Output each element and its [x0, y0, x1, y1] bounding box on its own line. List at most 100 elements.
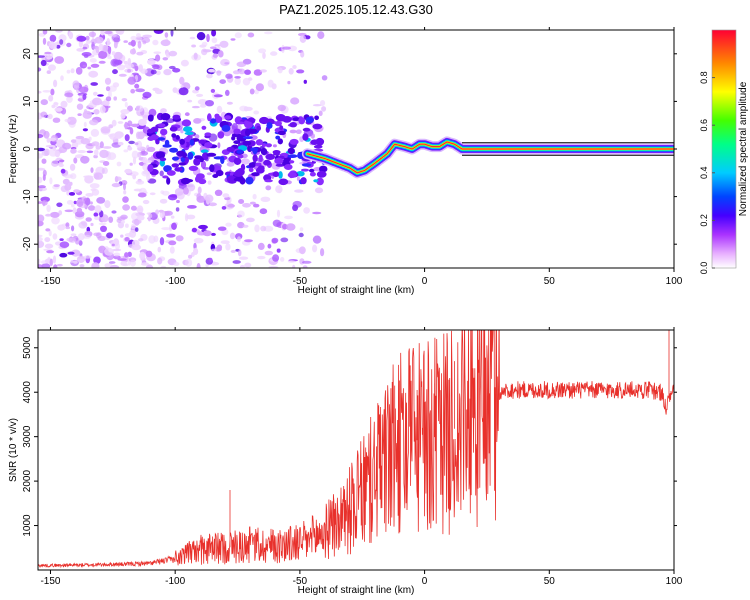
heatmap-cell [48, 95, 54, 102]
heatmap-cell [94, 216, 100, 221]
heatmap-cell [112, 69, 118, 75]
heatmap-cell [46, 204, 51, 213]
heatmap-cell [129, 259, 136, 267]
heatmap-cell [217, 142, 221, 149]
heatmap-cell [173, 262, 180, 266]
heatmap-cell [90, 222, 94, 227]
heatmap-cell [112, 248, 122, 252]
heatmap-cell [124, 168, 133, 174]
heatmap-cell [103, 105, 111, 109]
heatmap-cell [73, 260, 78, 264]
heatmap-cell [82, 128, 88, 132]
heatmap-cell [234, 32, 242, 39]
heatmap-cell [210, 88, 216, 93]
heatmap-cell [64, 92, 74, 98]
heatmap-cell [124, 237, 130, 242]
heatmap-cell [247, 32, 255, 38]
heatmap-cell [43, 130, 50, 139]
heatmap-cell [316, 170, 327, 178]
heatmap-cell [71, 142, 79, 149]
heatmap-cell [42, 169, 47, 177]
heatmap-cell [242, 203, 251, 208]
heatmap-cell [66, 237, 72, 242]
heatmap-cell [128, 140, 135, 145]
heatmap-cell [207, 113, 212, 122]
heatmap-cell [226, 175, 236, 183]
heatmap-cell [210, 118, 217, 124]
heatmap-cell [137, 40, 142, 49]
heatmap-cell [59, 241, 70, 248]
heatmap-cell [104, 247, 114, 256]
heatmap-cell [237, 210, 245, 218]
snr-y-tick-label: 4000 [22, 381, 33, 404]
heatmap-cell [118, 73, 127, 77]
heatmap-cell [111, 34, 117, 37]
heatmap-cell [76, 207, 83, 213]
heatmap-x-ticks: -150 -100 -50 0 50 100 [40, 27, 683, 287]
heatmap-cell [218, 50, 224, 58]
heatmap-cell [276, 209, 281, 218]
heatmap-cell [66, 95, 73, 103]
heatmap-cell [40, 99, 48, 106]
heatmap-cell [150, 69, 157, 75]
heatmap-cell [281, 46, 292, 50]
heatmap-cell [259, 69, 267, 73]
heatmap-cell [160, 265, 167, 268]
heatmap-cell [90, 63, 100, 68]
heatmap-cell [313, 144, 323, 149]
heatmap-cell [71, 148, 77, 154]
heatmap-cell [296, 69, 305, 74]
heatmap-cell [162, 175, 169, 179]
heatmap-cell [196, 263, 201, 268]
heatmap-cell [38, 167, 46, 171]
heatmap-cell [157, 246, 162, 253]
heatmap-cell [278, 171, 283, 179]
heatmap-cell [279, 125, 284, 131]
heatmap-cell [207, 180, 212, 185]
heatmap-cell [49, 211, 60, 218]
heatmap-cell [131, 150, 139, 159]
heatmap-y-tick-label: 10 [22, 95, 33, 107]
heatmap-cell [153, 30, 164, 34]
heatmap-cell [210, 248, 217, 252]
heatmap-cell [123, 149, 129, 153]
heatmap-cell [274, 157, 284, 165]
heatmap-cell [130, 88, 136, 94]
heatmap-cell [245, 128, 251, 137]
heatmap-cell [292, 264, 296, 268]
heatmap-cell [98, 50, 108, 59]
heatmap-cell [232, 260, 241, 264]
heatmap-cell [194, 134, 200, 139]
heatmap-cell [321, 75, 328, 81]
heatmap-cell [309, 171, 316, 177]
heatmap-cell [255, 83, 264, 92]
heatmap-cell [148, 235, 156, 244]
heatmap-cell [312, 244, 318, 253]
heatmap-cell [128, 41, 133, 46]
heatmap-cell [41, 158, 47, 164]
snr-y-tick-label: 5000 [22, 336, 33, 359]
heatmap-cell [88, 70, 99, 78]
heatmap-cell [296, 176, 300, 181]
heatmap-cell [237, 249, 242, 257]
heatmap-cell [209, 164, 215, 173]
heatmap-cell [117, 258, 127, 261]
heatmap-cell [239, 105, 248, 112]
heatmap-cell [194, 86, 200, 91]
heatmap-x-label: Height of straight line (km) [298, 285, 415, 296]
heatmap-cell [131, 72, 139, 76]
heatmap-cell [290, 97, 300, 105]
heatmap-cell [85, 217, 92, 222]
colorbar-tick-label: 0.4 [699, 167, 709, 180]
heatmap-cell [187, 152, 194, 160]
heatmap-y-tick-label: -20 [22, 237, 33, 252]
heatmap-cell [274, 120, 282, 127]
heatmap-cell [83, 198, 89, 205]
heatmap-cell [137, 151, 142, 158]
heatmap-cell [204, 142, 213, 148]
heatmap-cell [268, 265, 279, 268]
heatmap-cell [93, 91, 98, 96]
heatmap-cell [174, 167, 183, 172]
heatmap-cell [121, 98, 128, 102]
heatmap-cell [171, 133, 177, 138]
